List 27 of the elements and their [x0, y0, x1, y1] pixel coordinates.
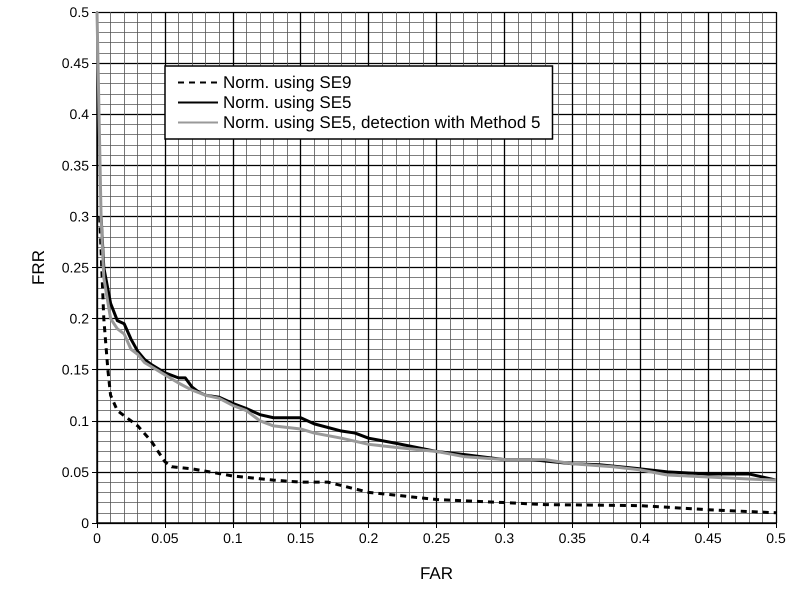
- x-tick-label: 0.05: [151, 530, 179, 546]
- y-tick-label: 0: [81, 515, 90, 531]
- y-axis-title: FRR: [29, 250, 48, 285]
- y-tick-label: 0.45: [62, 55, 90, 72]
- legend-label: Norm. using SE5, detection with Method 5: [223, 113, 540, 132]
- y-tick-label: 0.5: [70, 4, 90, 20]
- x-tick-label: 0.15: [287, 530, 315, 546]
- y-tick-label: 0.3: [70, 208, 90, 224]
- x-tick-label: 0.1: [223, 530, 243, 546]
- x-axis-title: FAR: [420, 564, 454, 583]
- legend-label: Norm. using SE5: [223, 93, 352, 112]
- y-tick-label: 0.25: [62, 260, 90, 276]
- x-tick-label: 0: [93, 530, 102, 546]
- x-tick-label: 0.2: [358, 530, 379, 546]
- x-tick-label: 0.3: [494, 530, 514, 546]
- y-tick-label: 0.2: [70, 310, 90, 327]
- y-tick-label: 0.15: [62, 362, 90, 378]
- legend-label: Norm. using SE9: [223, 73, 352, 92]
- y-tick-label: 0.05: [62, 464, 90, 480]
- x-tick-label: 0.4: [630, 530, 650, 546]
- x-tick-label: 0.5: [766, 530, 786, 546]
- y-tick-label: 0.4: [70, 106, 90, 122]
- x-tick-label: 0.35: [558, 530, 586, 546]
- y-tick-label: 0.1: [70, 412, 90, 429]
- y-tick-label: 0.35: [62, 157, 90, 174]
- x-tick-label: 0.45: [694, 530, 722, 546]
- x-tick-label: 0.25: [422, 530, 450, 546]
